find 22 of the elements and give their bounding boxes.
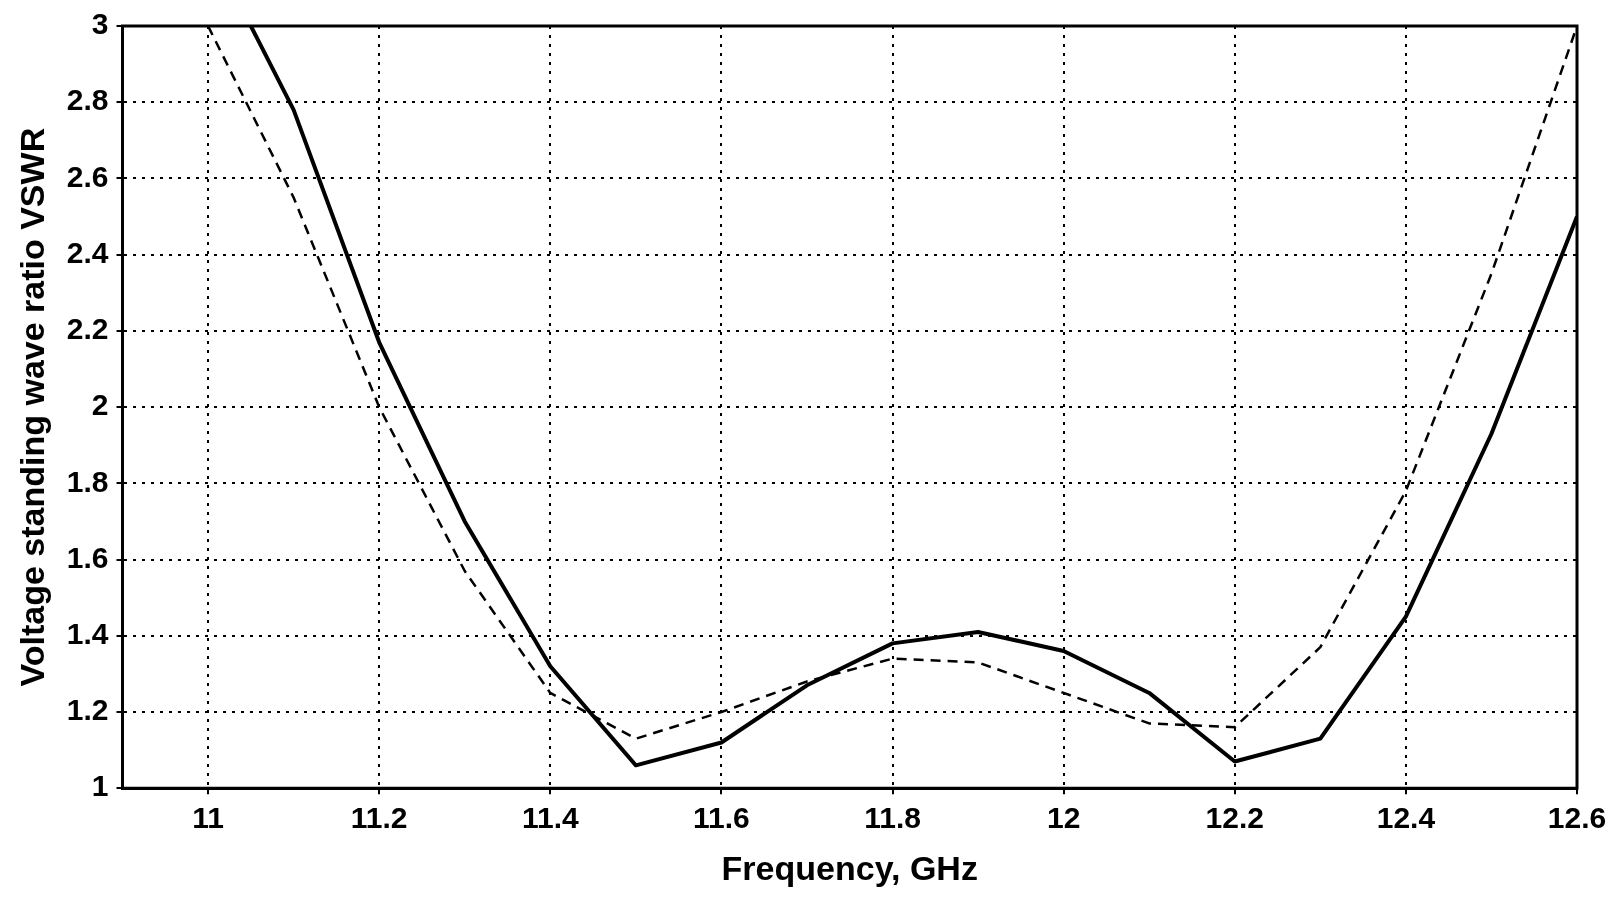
x-tick-label: 11.8 [864,801,921,835]
x-tick-label: 11.6 [693,801,750,835]
y-tick-label: 2.2 [66,312,109,346]
y-tick-label: 1.4 [66,617,109,651]
y-tick-label: 1.2 [66,693,109,727]
y-tick-label: 3 [91,7,109,41]
x-tick-label: 12.4 [1376,801,1436,835]
y-tick-label: 1.8 [66,464,109,498]
x-tick-label: 12.2 [1205,801,1264,835]
x-tick-label: 11.4 [521,801,579,835]
y-axis-title: Voltage standing wave ratio VSWR [12,127,51,687]
y-tick-label: 1 [91,769,109,803]
y-tick-label: 2.4 [66,235,109,269]
y-tick-label: 2.8 [66,83,109,117]
x-tick-label: 11.2 [350,801,408,835]
x-axis-title: Frequency, GHz [721,848,978,887]
y-tick-label: 2.6 [66,159,109,193]
y-tick-label: 1.6 [66,540,109,574]
y-tick-label: 2 [91,388,109,422]
x-tick-label: 12.6 [1547,801,1607,835]
x-tick-label: 12 [1046,801,1081,835]
x-tick-label: 11 [192,801,224,835]
